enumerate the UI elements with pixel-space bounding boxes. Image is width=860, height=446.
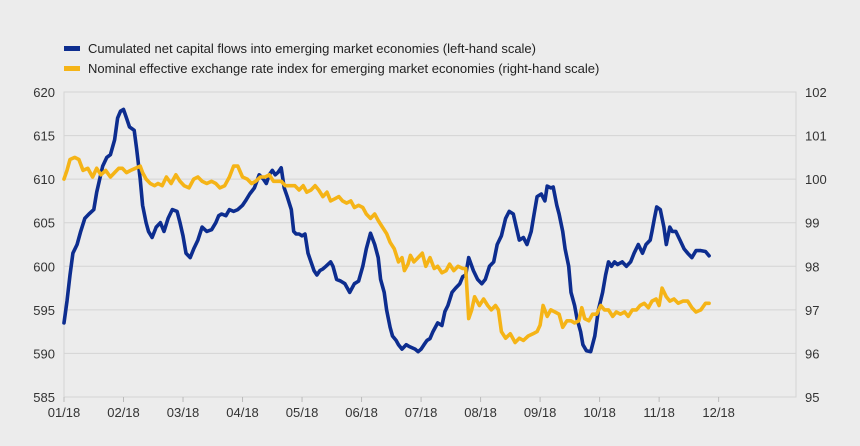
right-tick-label: 97 — [805, 303, 819, 318]
x-tick-label: 06/18 — [345, 405, 378, 420]
right-tick-label: 100 — [805, 172, 827, 187]
grid — [64, 91, 796, 398]
left-tick-label: 595 — [33, 303, 55, 318]
x-tick-label: 02/18 — [107, 405, 140, 420]
left-tick-label: 610 — [33, 172, 55, 187]
legend-label-capital-flows: Cumulated net capital flows into emergin… — [88, 40, 536, 56]
right-tick-label: 101 — [805, 129, 827, 144]
x-tick-label: 10/18 — [583, 405, 616, 420]
legend-item-exchange-rate: Nominal effective exchange rate index fo… — [64, 58, 599, 78]
left-tick-label: 615 — [33, 129, 55, 144]
left-tick-label: 605 — [33, 216, 55, 231]
left-tick-label: 620 — [33, 85, 55, 100]
plot-border — [63, 91, 797, 398]
x-tick-label: 08/18 — [464, 405, 497, 420]
series-line-exchange-rate — [62, 155, 711, 345]
right-tick-label: 96 — [805, 346, 819, 361]
x-tick-label: 11/18 — [643, 405, 675, 420]
right-tick-label: 95 — [805, 390, 819, 405]
legend-item-capital-flows: Cumulated net capital flows into emergin… — [64, 38, 599, 58]
right-axis: 95 96 97 98 99 100 101 102 — [805, 85, 827, 405]
right-tick-label: 99 — [805, 216, 819, 231]
x-axis: 01/18 02/18 03/18 04/18 05/18 06/18 07/18 08/18… — [48, 397, 735, 420]
series-line-capital-flows — [62, 107, 711, 354]
left-axis: 585 590 595 600 605 610 615 620 — [33, 85, 55, 405]
series-lines — [62, 107, 711, 354]
x-tick-label: 12/18 — [702, 405, 735, 420]
left-tick-label: 590 — [33, 346, 55, 361]
legend-label-exchange-rate: Nominal effective exchange rate index fo… — [88, 60, 600, 76]
left-tick-label: 600 — [33, 259, 55, 274]
x-tick-label: 07/18 — [405, 405, 438, 420]
right-tick-label: 98 — [805, 259, 819, 274]
x-tick-label: 03/18 — [167, 405, 200, 420]
right-tick-label: 102 — [805, 85, 827, 100]
x-tick-label: 09/18 — [524, 405, 557, 420]
legend-swatch-exchange-rate — [64, 65, 80, 71]
left-tick-label: 585 — [33, 390, 55, 405]
legend-swatch-capital-flows — [64, 45, 80, 51]
x-tick-label: 01/18 — [48, 405, 81, 420]
chart-legend: Cumulated net capital flows into emergin… — [64, 38, 599, 78]
x-tick-label: 04/18 — [226, 405, 259, 420]
x-tick-label: 05/18 — [286, 405, 319, 420]
